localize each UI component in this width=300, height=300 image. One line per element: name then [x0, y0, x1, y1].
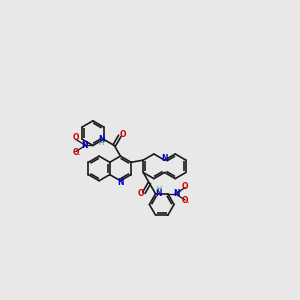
- Text: O: O: [182, 182, 188, 190]
- Text: O: O: [137, 189, 144, 198]
- Text: O: O: [120, 130, 126, 139]
- Text: N: N: [155, 188, 162, 197]
- Text: H: H: [156, 186, 161, 192]
- Text: -: -: [77, 151, 80, 157]
- Text: +: +: [176, 189, 181, 194]
- Text: +: +: [84, 141, 89, 146]
- Text: N: N: [161, 154, 168, 163]
- Text: O: O: [182, 196, 188, 205]
- Text: N: N: [81, 141, 88, 150]
- Text: O: O: [72, 148, 79, 157]
- Text: -: -: [187, 199, 189, 205]
- Text: N: N: [117, 178, 124, 187]
- Text: N: N: [173, 189, 180, 198]
- Text: O: O: [72, 133, 79, 142]
- Text: H: H: [99, 140, 104, 146]
- Text: N: N: [98, 135, 104, 144]
